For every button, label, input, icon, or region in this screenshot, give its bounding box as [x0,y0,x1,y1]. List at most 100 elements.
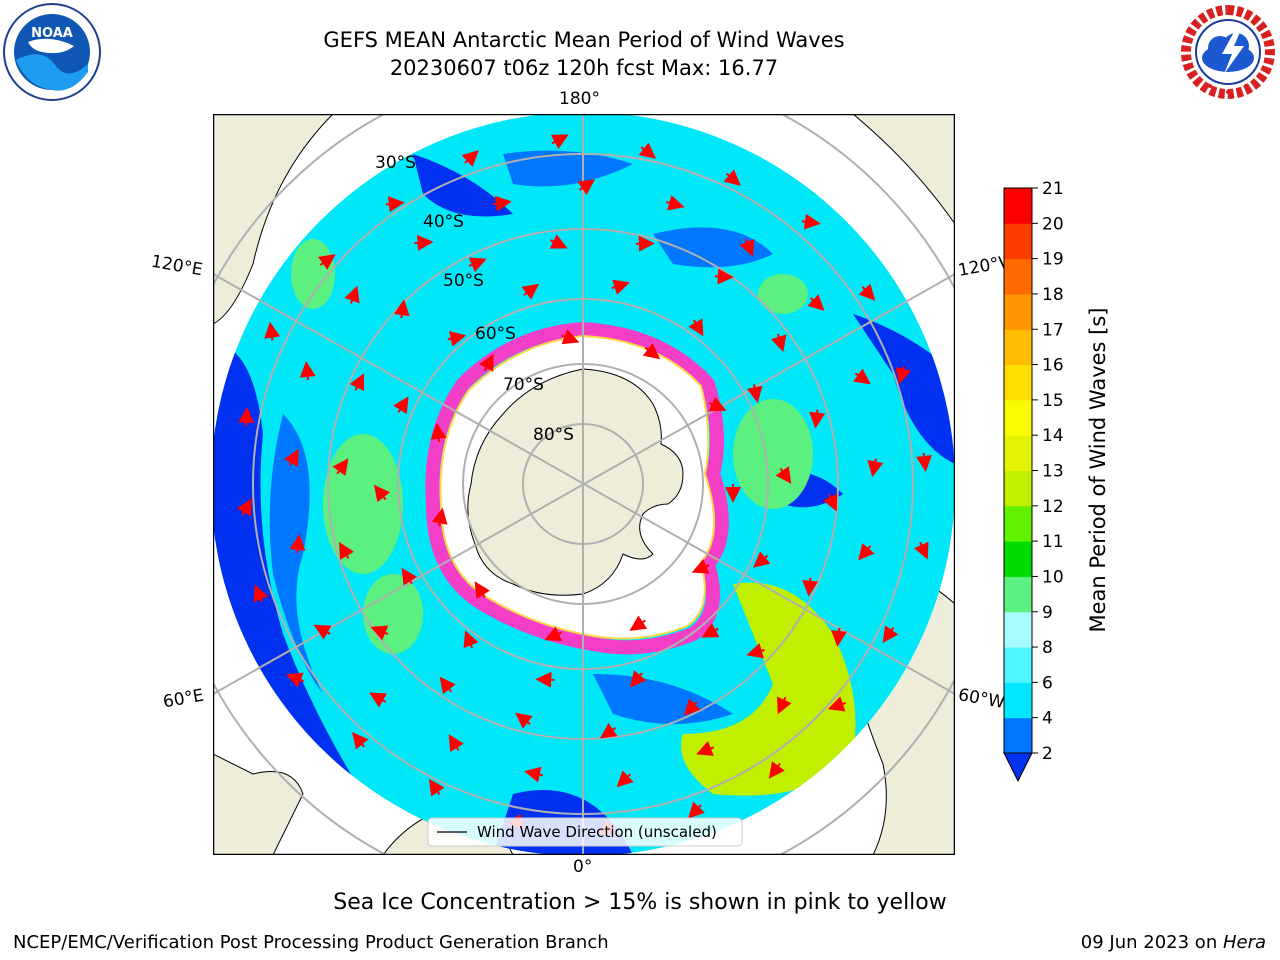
wind-wave-arrow [913,541,929,560]
colorbar-label: Mean Period of Wind Waves [s] [1086,307,1110,633]
lat-label-80s: 80°S [533,425,574,445]
colorbar-extend-min [1003,752,1033,783]
chart-title: GEFS MEAN Antarctic Mean Period of Wind … [323,28,845,52]
wind-wave-arrow [739,238,755,257]
footer-date: 09 Jun 2023 on Hera [1081,932,1266,953]
colorbar-tick-label: 9 [1042,603,1053,623]
colorbar-block [1004,576,1032,613]
wind-wave-arrow [283,448,299,467]
wind-wave-arrow [809,409,826,429]
lat-label-50s: 50°S [443,271,484,291]
wind-wave-arrow [858,543,875,561]
lon-label-top: 180° [559,89,600,109]
footer-date-text: 09 Jun 2023 on [1080,932,1223,953]
nws-logo [1180,4,1276,100]
chart-subtitle: 20230607 t06z 120h fcst Max: 16.77 [389,56,779,80]
colorbar-tick-label: 21 [1042,179,1064,199]
wind-wave-arrow [299,360,316,380]
noaa-logo-text: NOAA [31,26,73,41]
colorbar-tick-label: 19 [1042,250,1064,270]
wind-wave-arrow [253,584,269,603]
colorbar-block [1004,399,1032,436]
legend-label: Wind Wave Direction (unscaled) [477,823,717,841]
wind-wave-arrow [599,722,618,739]
footer-credit: NCEP/EMC/Verification Post Processing Pr… [13,932,609,953]
wind-wave-arrow [638,142,657,159]
wind-wave-arrow [264,321,281,341]
wind-wave-arrow [447,330,467,347]
colorbar-tick-label: 14 [1042,426,1064,446]
wind-wave-arrow [775,466,792,484]
wind-wave-arrow [753,551,771,568]
colorbar-tick-label: 8 [1042,638,1053,658]
wind-wave-arrow [629,670,647,688]
wind-wave-arrow [352,732,369,750]
wind-wave-arrow [430,422,447,442]
lon-label-left-lower: 60°E [161,685,206,713]
wind-wave-arrow [723,169,741,186]
wind-wave-arrow [369,692,387,708]
high-period-swell [681,582,856,796]
wind-wave-arrow [289,533,306,553]
lat-label-30s: 30°S [375,153,416,173]
wind-wave-arrow [701,622,720,638]
lon-label-bottom: 0° [573,857,593,877]
wind-wave-arrow [858,283,876,301]
colorbar-tick-label: 2 [1042,744,1053,764]
wind-wave-arrow [344,285,360,304]
wind-wave-arrow [285,672,304,688]
colorbar-tick-label: 4 [1042,709,1053,729]
wind-wave-arrow [831,627,847,647]
colorbar-block [1004,611,1032,648]
colorbar-tick-label: 6 [1042,673,1053,693]
wind-wave-arrow [771,333,787,353]
wind-wave-arrow [683,698,701,716]
lat-label-60s: 60°S [475,324,516,344]
lon-label-left-upper: 120°E [149,251,205,281]
wind-wave-arrow [708,396,727,412]
colorbar-block [1004,293,1032,330]
wind-wave-arrow [461,150,479,167]
wind-wave-arrow [550,134,569,150]
wind-wave-arrow [463,630,479,649]
wind-wave-arrow [431,507,448,527]
wind-wave-arrow [515,712,533,729]
wind-wave-arrow [414,234,434,251]
wind-wave-arrow [827,696,847,712]
colorbar-block [1004,682,1032,719]
colorbar-block [1004,717,1032,754]
wind-wave-arrow [688,801,705,819]
colorbar-block [1004,258,1032,295]
wind-wave-arrow [853,368,871,385]
colorbar-tick-label: 17 [1042,320,1064,340]
lat-label-70s: 70°S [503,375,544,395]
wind-wave-arrow [339,541,354,560]
wind-wave-arrow [439,676,456,695]
polar-map: 30°S 40°S 50°S 60°S 70°S 80°S Wind Wave … [213,114,955,855]
noaa-logo: NOAA [3,3,101,101]
colorbar-block [1004,223,1032,260]
wind-wave-arrow [236,498,252,517]
wind-wave-arrow [629,615,648,631]
wind-wave-arrow [373,484,391,503]
wind-wave-arrow [492,195,512,212]
wind-wave-arrow [801,213,821,230]
wind-wave-arrow [474,581,490,600]
map-legend: Wind Wave Direction (unscaled) [427,817,743,847]
wind-wave-arrow [807,294,825,311]
wind-wave-arrow [616,770,634,788]
wind-wave-arrows [236,134,932,835]
colorbar-tick-label: 20 [1042,214,1064,234]
wind-wave-arrow [867,458,884,478]
wind-wave-arrow [332,458,349,476]
wind-wave-arrow [915,452,932,472]
antarctica [467,368,684,596]
wind-wave-arrow [611,279,630,295]
colorbar-tick-label: 11 [1042,532,1064,552]
lat-label-40s: 40°S [423,212,464,232]
wind-wave-arrow [642,343,661,360]
wind-wave-arrow [468,257,487,273]
graticule [213,114,955,855]
colorbar-tick-label: 12 [1042,497,1064,517]
sea-ice-caption: Sea Ice Concentration > 15% is shown in … [333,890,947,915]
